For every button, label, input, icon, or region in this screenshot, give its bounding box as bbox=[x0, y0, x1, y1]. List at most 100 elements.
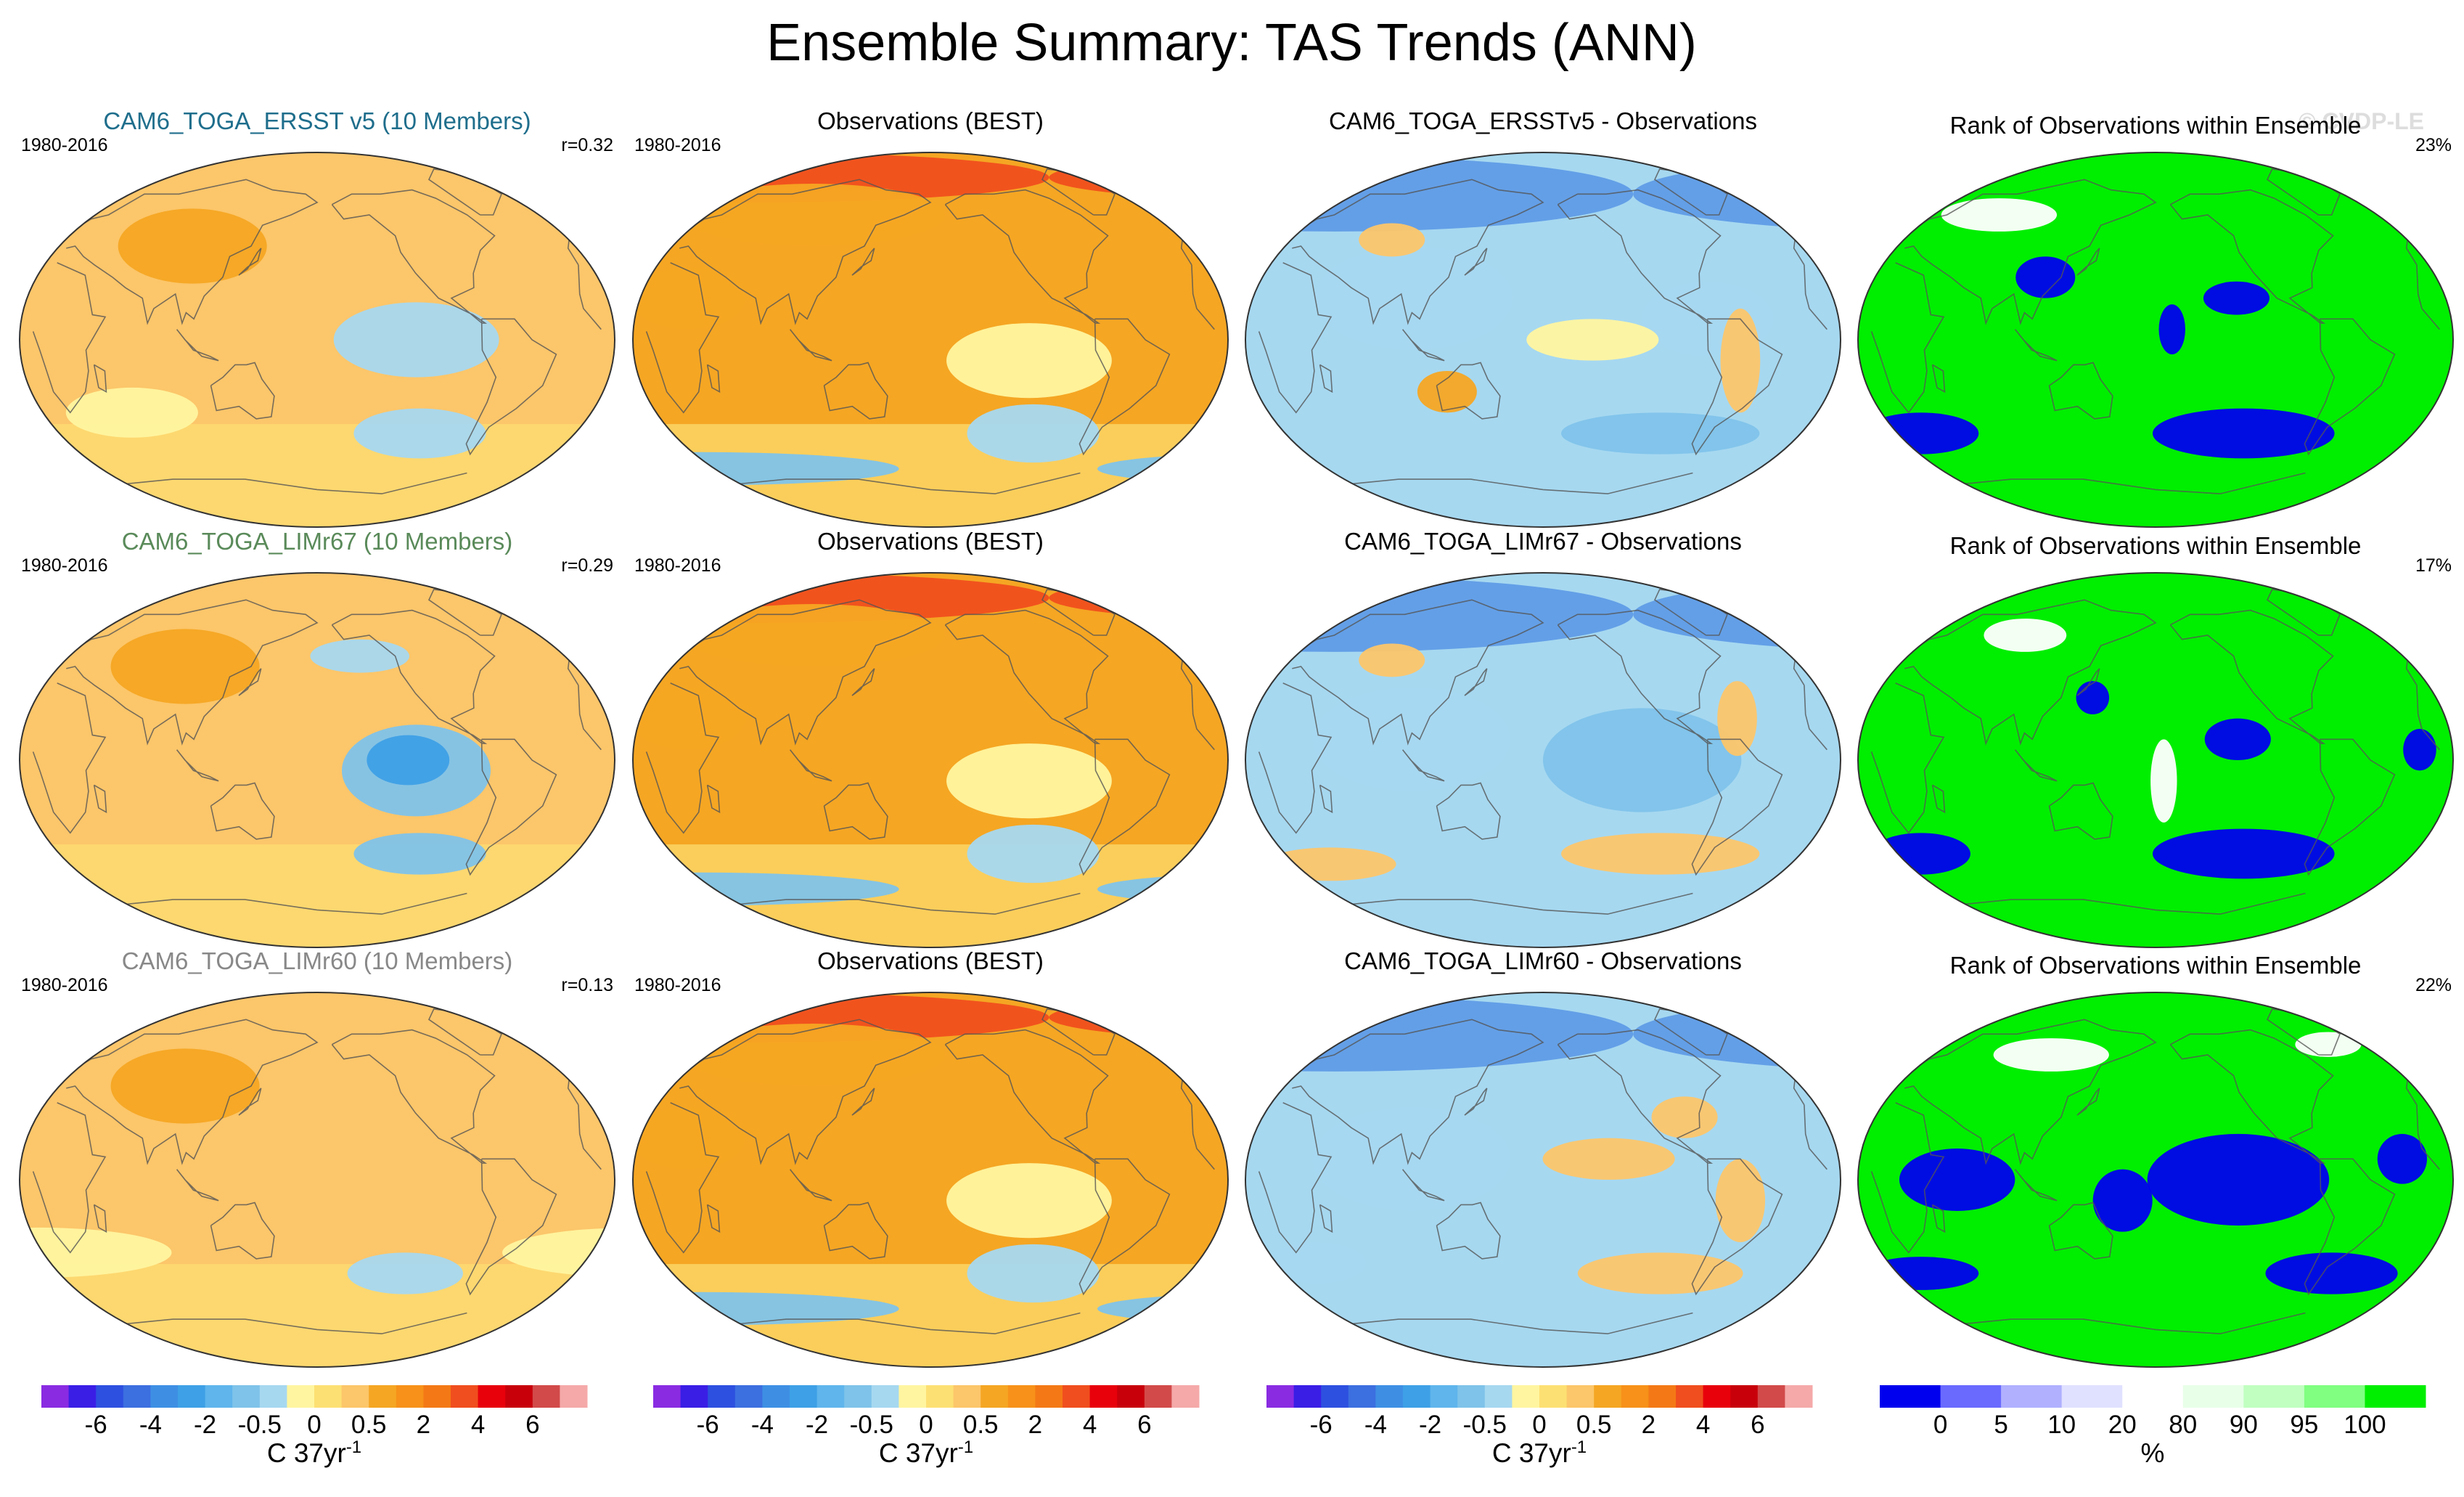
coastlines bbox=[1870, 1008, 2440, 1334]
colorbar-swatch bbox=[1940, 1385, 2002, 1408]
coastline-path bbox=[66, 1019, 579, 1165]
coastline-path bbox=[1904, 1019, 2418, 1165]
coastline-path bbox=[1464, 668, 1488, 696]
coastline-path bbox=[1401, 749, 1445, 782]
period-label: 1980-2016 bbox=[21, 555, 108, 576]
rank-anomaly-patch bbox=[2153, 828, 2335, 879]
diff-anomaly-patch bbox=[1359, 643, 1425, 677]
coastline-path bbox=[723, 892, 1081, 915]
panel-title: Observations (BEST) bbox=[817, 947, 1044, 974]
coastline-path bbox=[706, 364, 721, 393]
diff-anomaly-patch bbox=[1720, 309, 1761, 413]
coastline-path bbox=[110, 892, 467, 915]
colorbar-swatch bbox=[790, 1385, 818, 1408]
southern-band bbox=[20, 844, 615, 947]
colorbar-swatch bbox=[1171, 1385, 1200, 1408]
colorbar-swatch bbox=[1266, 1385, 1295, 1408]
rank-anomaly-patch bbox=[1862, 1257, 1979, 1290]
coastline-path bbox=[2169, 1029, 2334, 1164]
coastline-path bbox=[851, 1088, 875, 1116]
map-border bbox=[19, 572, 615, 948]
coastline-path bbox=[331, 609, 496, 744]
colorbar-swatch bbox=[41, 1385, 70, 1408]
colorbar-tick-label: 5 bbox=[1994, 1411, 2007, 1439]
colorbar-swatch bbox=[369, 1385, 397, 1408]
coastline-path bbox=[2304, 1158, 2396, 1296]
coastline-path bbox=[851, 248, 875, 276]
colorbar-tick-label: 20 bbox=[2108, 1411, 2137, 1439]
coastline-path bbox=[944, 609, 1109, 744]
coastline-path bbox=[1319, 1204, 1333, 1233]
colorbar-swatch bbox=[953, 1385, 981, 1408]
rank-anomaly-patch bbox=[2147, 1133, 2330, 1226]
pattern-correlation-label: r=0.29 bbox=[561, 555, 613, 576]
colorbar-tick-label: 0 bbox=[919, 1411, 933, 1439]
coastline-path bbox=[1258, 262, 1827, 414]
coastline-path bbox=[1335, 472, 1693, 494]
colorbar-tick-label: -0.5 bbox=[1463, 1411, 1507, 1439]
rank-percent-label: 23% bbox=[2415, 135, 2452, 155]
colorbar-swatch bbox=[1457, 1385, 1486, 1408]
obs-anomaly-patch bbox=[946, 743, 1112, 819]
colorbar-swatch bbox=[844, 1385, 872, 1408]
colorbar-tick-label: -0.5 bbox=[850, 1411, 893, 1439]
coastline-path bbox=[723, 472, 1081, 494]
panel-title: Observations (BEST) bbox=[817, 107, 1044, 134]
diff-anomaly-patch bbox=[1359, 223, 1425, 257]
model-anomaly-patch bbox=[110, 1048, 260, 1124]
period-label: 1980-2016 bbox=[634, 135, 721, 155]
panel-row: CAM6_TOGA_LIMr67 (10 Members) 1980-2016 r=… bbox=[19, 528, 2454, 948]
colorbar-swatch bbox=[1539, 1385, 1568, 1408]
rank-anomaly-patch bbox=[2265, 1252, 2398, 1294]
colorbar-tick-label: 4 bbox=[1696, 1411, 1710, 1439]
panel-title: CAM6_TOGA_ERSST v5 (10 Members) bbox=[103, 107, 531, 134]
coastline-path bbox=[1931, 784, 1946, 814]
colorbar-tick-label: 4 bbox=[1083, 1411, 1097, 1439]
colorbar-swatch bbox=[2122, 1385, 2184, 1408]
rank-anomaly-patch bbox=[2403, 728, 2436, 771]
coastline-path bbox=[32, 262, 602, 414]
model-anomaly-patch bbox=[118, 208, 267, 284]
colorbar-swatch bbox=[1880, 1385, 1941, 1408]
coastline-path bbox=[2014, 329, 2058, 362]
coastline-path bbox=[2169, 189, 2334, 324]
coastline-path bbox=[2076, 668, 2100, 696]
colorbar-swatch bbox=[1594, 1385, 1622, 1408]
southern-band bbox=[633, 1264, 1228, 1367]
colorbar-tick-label: 0 bbox=[307, 1411, 321, 1439]
coastline-path bbox=[1078, 1158, 1171, 1296]
coastline-path bbox=[93, 784, 107, 814]
map-panel-model: CAM6_TOGA_ERSST v5 (10 Members)1980-2016… bbox=[19, 107, 615, 528]
colorbar-swatch bbox=[1703, 1385, 1731, 1408]
panel-row: CAM6_TOGA_ERSST v5 (10 Members) 1980-2016… bbox=[19, 107, 2454, 528]
colorbar-swatch bbox=[1035, 1385, 1063, 1408]
diff-anomaly-patch bbox=[1561, 412, 1760, 454]
colorbar-tick-label: 100 bbox=[2344, 1411, 2386, 1439]
coastline-path bbox=[1078, 318, 1171, 456]
obs-anomaly-patch bbox=[633, 687, 746, 750]
map-border bbox=[632, 572, 1229, 948]
obs-anomaly-patch bbox=[967, 1244, 1100, 1303]
panel-title: CAM6_TOGA_LIMr60 - Observations bbox=[1344, 947, 1742, 974]
coastline-path bbox=[176, 749, 219, 782]
coastline-path bbox=[66, 179, 579, 325]
map-panel-obs: Observations (BEST) 1980-2016 bbox=[632, 947, 1229, 1368]
colorbar-swatch bbox=[680, 1385, 708, 1408]
colorbar-swatch bbox=[2001, 1385, 2063, 1408]
colorbar-swatch bbox=[1430, 1385, 1458, 1408]
colorbar-swatch bbox=[1089, 1385, 1118, 1408]
trend-colorbar: -6 -4 -2 -0.5 0 0.5 2 4 6 C 37yr-1 bbox=[653, 1385, 1200, 1468]
colorbar-swatch bbox=[1321, 1385, 1349, 1408]
rank-anomaly-patch bbox=[2204, 718, 2271, 760]
map-border bbox=[1857, 152, 2454, 528]
map-panel-rank: Rank of Observations within Ensemble 17% bbox=[1857, 532, 2454, 948]
coastlines bbox=[1870, 168, 2440, 494]
colorbar-tick-label: -2 bbox=[194, 1411, 216, 1439]
obs-anomaly-patch bbox=[946, 1163, 1112, 1239]
coastline-path bbox=[1319, 784, 1333, 814]
coastline-path bbox=[823, 782, 888, 840]
colorbar-tick-label: -4 bbox=[751, 1411, 774, 1439]
coastline-path bbox=[210, 1202, 275, 1260]
coastline-path bbox=[1557, 1029, 1722, 1164]
